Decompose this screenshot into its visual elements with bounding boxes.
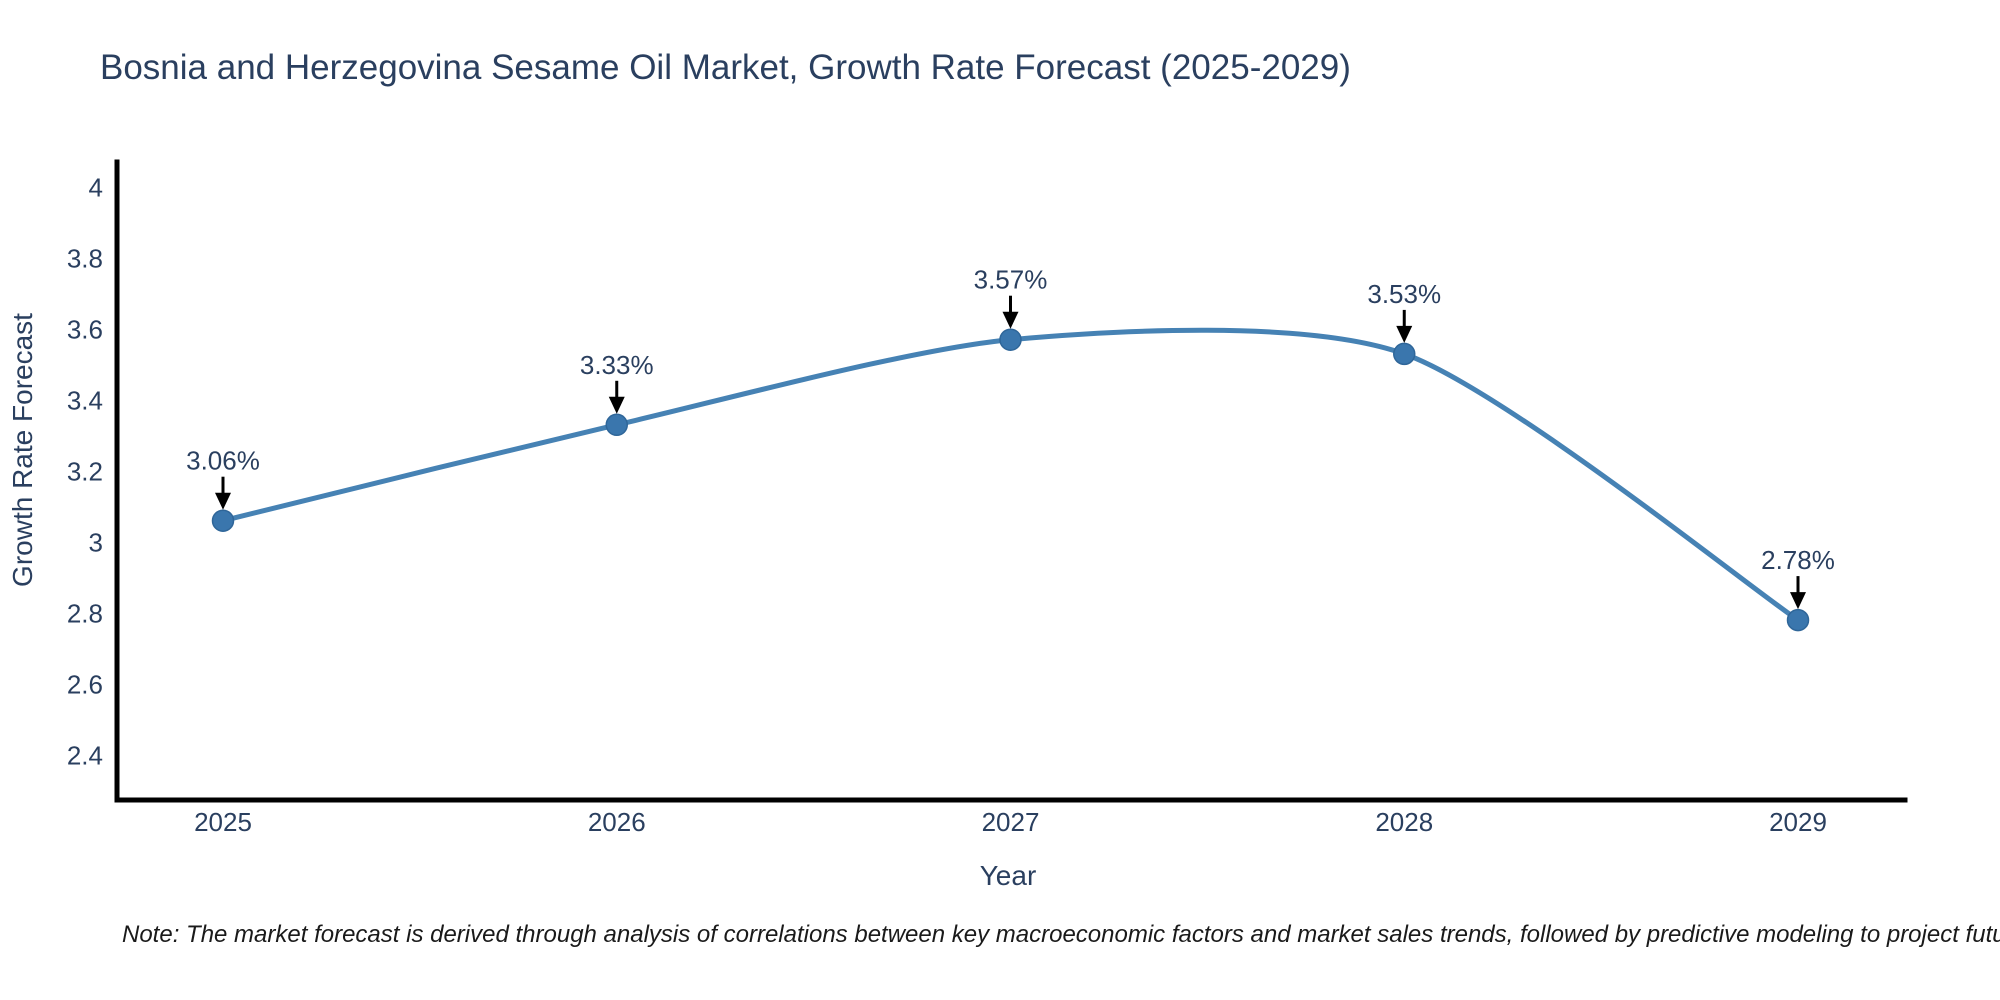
data-point-marker-2029 <box>1786 608 1810 632</box>
point-annotation-label: 2.78% <box>1761 545 1835 575</box>
x-tick-label: 2027 <box>982 807 1040 837</box>
x-tick-label: 2025 <box>194 807 252 837</box>
point-annotation-label: 3.53% <box>1367 279 1441 309</box>
point-annotation-label: 3.33% <box>580 350 654 380</box>
y-tick-label: 3 <box>89 528 103 558</box>
data-point-marker-2026 <box>605 413 628 437</box>
x-tick-label: 2026 <box>588 807 646 837</box>
annotation-arrowhead <box>1002 311 1019 329</box>
y-tick-label: 3.2 <box>67 457 103 487</box>
annotations-group: 3.06% 3.33% 3.57% 3.53% 2.78% <box>186 265 1835 610</box>
annotation-arrowhead <box>1790 592 1806 610</box>
data-point-marker-2025 <box>211 509 235 532</box>
point-annotation-label: 3.57% <box>974 265 1048 295</box>
y-tick-label: 3.8 <box>67 244 103 274</box>
axis-lines <box>114 159 1908 803</box>
x-axis-title: Year <box>980 860 1037 891</box>
series-group <box>211 327 1810 632</box>
point-annotation-label: 3.06% <box>186 446 260 476</box>
x-axis-tick-labels: 2025 2026 2027 2028 2029 <box>194 807 1827 837</box>
y-tick-label: 2.8 <box>67 599 103 629</box>
footnote: Note: The market forecast is derived thr… <box>122 921 2000 948</box>
chart-title: Bosnia and Herzegovina Sesame Oil Market… <box>100 48 1351 87</box>
y-tick-label: 2.6 <box>67 670 103 700</box>
data-point-marker-2028 <box>1393 342 1416 366</box>
series-line <box>220 327 1801 623</box>
data-point-marker-2027 <box>999 328 1022 351</box>
y-axis-title: Growth Rate Forecast <box>7 313 38 587</box>
x-tick-label: 2029 <box>1769 807 1827 837</box>
x-tick-label: 2028 <box>1375 807 1433 837</box>
annotation-arrowhead <box>1396 325 1413 343</box>
y-tick-label: 2.4 <box>67 741 103 771</box>
y-axis-tick-labels: 4 3.8 3.6 3.4 3.2 3 2.8 2.6 2.4 <box>67 173 103 771</box>
y-tick-label: 4 <box>89 173 103 203</box>
y-tick-label: 3.4 <box>67 386 103 416</box>
annotation-arrowhead <box>215 492 231 510</box>
annotation-arrowhead <box>608 396 625 414</box>
y-tick-label: 3.6 <box>67 315 103 345</box>
